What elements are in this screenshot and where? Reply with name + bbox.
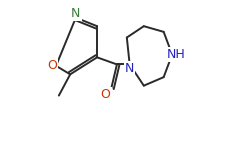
Text: NH: NH bbox=[167, 48, 186, 61]
Text: O: O bbox=[101, 88, 110, 101]
Text: N: N bbox=[125, 62, 134, 75]
Text: N: N bbox=[71, 7, 81, 20]
Text: O: O bbox=[47, 59, 57, 72]
